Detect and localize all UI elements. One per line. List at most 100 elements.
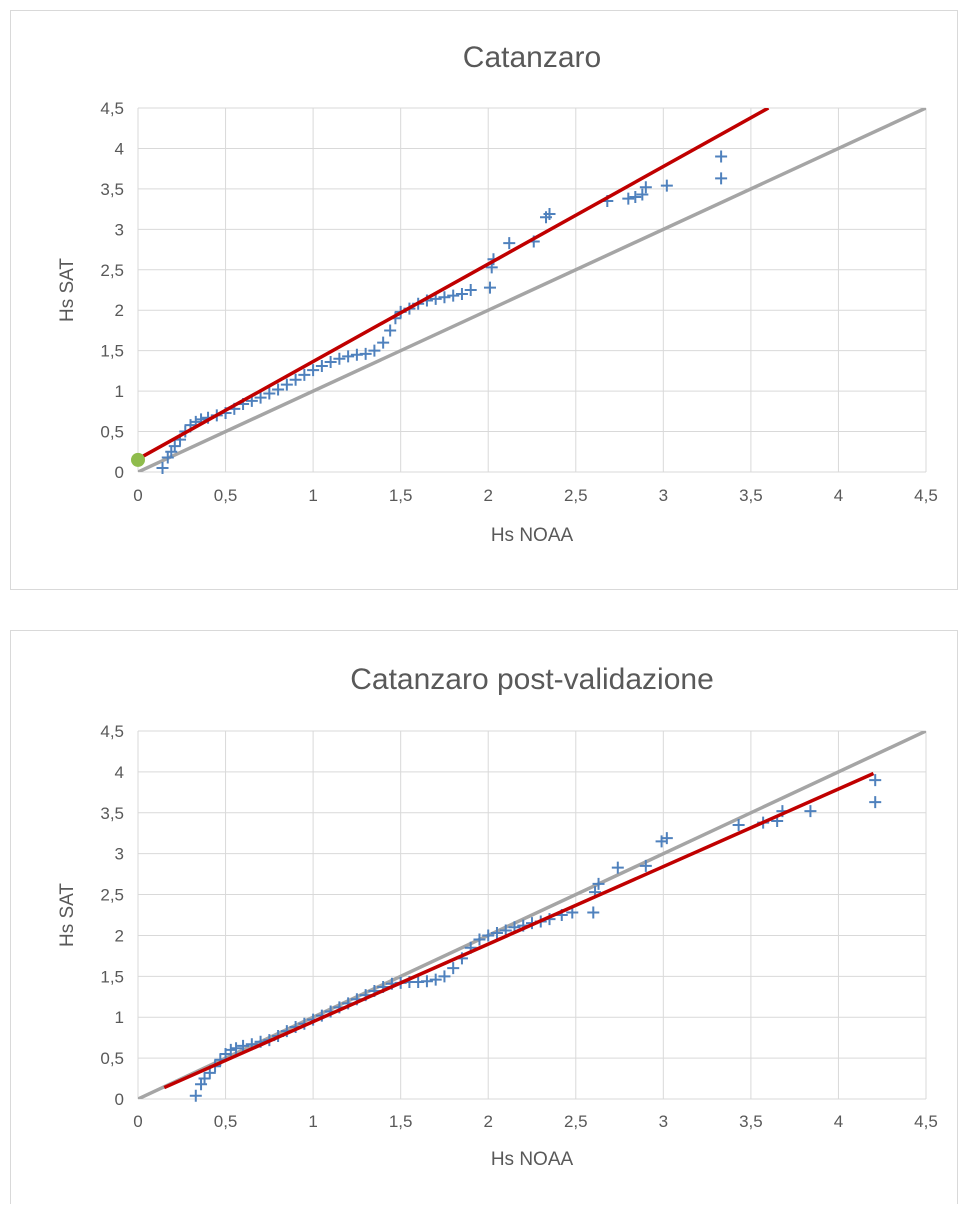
data-point [543, 207, 556, 220]
x-tick-label: 4,5 [914, 1112, 938, 1131]
reference-line [138, 108, 926, 472]
y-tick-label: 3,5 [100, 804, 124, 823]
data-point [438, 970, 451, 983]
x-axis-title: Hs NOAA [491, 1149, 574, 1170]
y-tick-label: 0,5 [100, 1049, 124, 1068]
y-axis-title: Hs SAT [57, 883, 78, 947]
data-point [237, 1039, 250, 1052]
x-tick-label: 4 [834, 486, 843, 505]
data-point [592, 877, 605, 890]
data-point [464, 284, 477, 296]
y-tick-label: 1 [115, 1008, 124, 1027]
data-point [359, 347, 372, 360]
data-point [660, 179, 673, 192]
data-point [639, 859, 652, 872]
x-tick-label: 2,5 [564, 486, 588, 505]
x-tick-label: 0,5 [214, 486, 238, 505]
x-tick-label: 3 [659, 1112, 668, 1131]
data-point [420, 975, 433, 988]
data-point [611, 861, 624, 874]
data-point [254, 391, 267, 404]
x-tick-label: 1 [308, 1112, 317, 1131]
data-point [315, 360, 328, 373]
highlight-point [131, 452, 145, 467]
y-tick-label: 3 [115, 845, 124, 864]
data-point [156, 461, 169, 474]
x-tick-label: 1 [308, 486, 317, 505]
chart-title: Catanzaro post-validazione [350, 663, 714, 696]
data-point [272, 383, 285, 396]
data-point [368, 344, 381, 357]
data-point [377, 336, 390, 349]
data-point [732, 819, 745, 832]
data-point [629, 190, 642, 203]
data-point [490, 926, 503, 939]
data-point [263, 387, 276, 400]
data-point [483, 281, 496, 294]
data-point [447, 962, 460, 975]
y-tick-label: 3,5 [100, 180, 124, 199]
chart-svg: Catanzaro post-validazione 0 0,5 1 1,5 2 2,5 3 3… [57, 663, 938, 1170]
y-tick-label: 2 [115, 301, 124, 320]
data-point [639, 181, 652, 194]
x-tick-label: 0 [133, 486, 142, 505]
data-point [869, 774, 882, 787]
data-point [869, 796, 882, 809]
y-tick-label: 1,5 [100, 967, 124, 986]
data-point [298, 368, 311, 381]
y-tick-label: 4,5 [100, 722, 124, 741]
x-tick-label: 3 [659, 486, 668, 505]
x-tick-label: 4 [834, 1112, 843, 1131]
data-point [587, 906, 600, 919]
y-tick-label: 3 [115, 220, 124, 239]
data-point [804, 805, 817, 818]
data-point [189, 1089, 202, 1102]
y-tick-label: 0,5 [100, 423, 124, 442]
data-point [622, 192, 635, 205]
y-tick-label: 2,5 [100, 886, 124, 905]
data-point [280, 378, 293, 391]
data-point [438, 291, 451, 304]
x-tick-label: 2,5 [564, 1112, 588, 1131]
x-tick-label: 4,5 [914, 486, 938, 505]
y-tick-label: 0 [115, 1090, 124, 1109]
data-point [224, 1043, 237, 1056]
data-point [384, 324, 397, 337]
fit-line [138, 108, 770, 461]
y-tick-label: 0 [115, 463, 124, 482]
data-point [473, 933, 486, 946]
fit-line [163, 771, 875, 1090]
data-point [333, 352, 346, 365]
y-tick-label: 4 [115, 763, 124, 782]
chart-title: Catanzaro [463, 41, 601, 74]
y-axis-title: Hs SAT [57, 258, 78, 322]
data-point [289, 373, 302, 386]
x-tick-label: 3,5 [739, 1112, 763, 1131]
x-tick-label: 3,5 [739, 486, 763, 505]
data-point [198, 1072, 211, 1085]
y-tick-label: 1,5 [100, 342, 124, 361]
chart-catanzaro: Catanzaro 0 0,5 1 1,5 2 2,5 3 3,5 4 4,5 0 0,5 1 1,5 2 2,… [10, 10, 958, 590]
x-tick-label: 2 [483, 486, 492, 505]
y-tick-label: 4,5 [100, 99, 124, 118]
x-tick-label: 1,5 [389, 486, 413, 505]
x-tick-label: 0 [133, 1112, 142, 1131]
data-point [482, 929, 495, 942]
y-tick-label: 2 [115, 926, 124, 945]
chart-catanzaro-post-validazione: Catanzaro post-validazione 0 0,5 1 1,5 2 2,5 3 3… [10, 630, 958, 1204]
data-point [636, 188, 649, 201]
y-tick-label: 2,5 [100, 261, 124, 280]
data-point [342, 350, 355, 363]
data-point [429, 973, 442, 986]
x-tick-label: 0,5 [214, 1112, 238, 1131]
data-point [503, 237, 516, 250]
data-point [307, 364, 320, 377]
data-point [447, 289, 460, 302]
data-point [715, 172, 728, 185]
data-point [230, 1042, 243, 1055]
x-axis-title: Hs NOAA [491, 525, 574, 546]
data-point [168, 440, 181, 453]
data-point [324, 355, 337, 368]
x-tick-label: 2 [483, 1112, 492, 1131]
data-point [660, 832, 673, 845]
